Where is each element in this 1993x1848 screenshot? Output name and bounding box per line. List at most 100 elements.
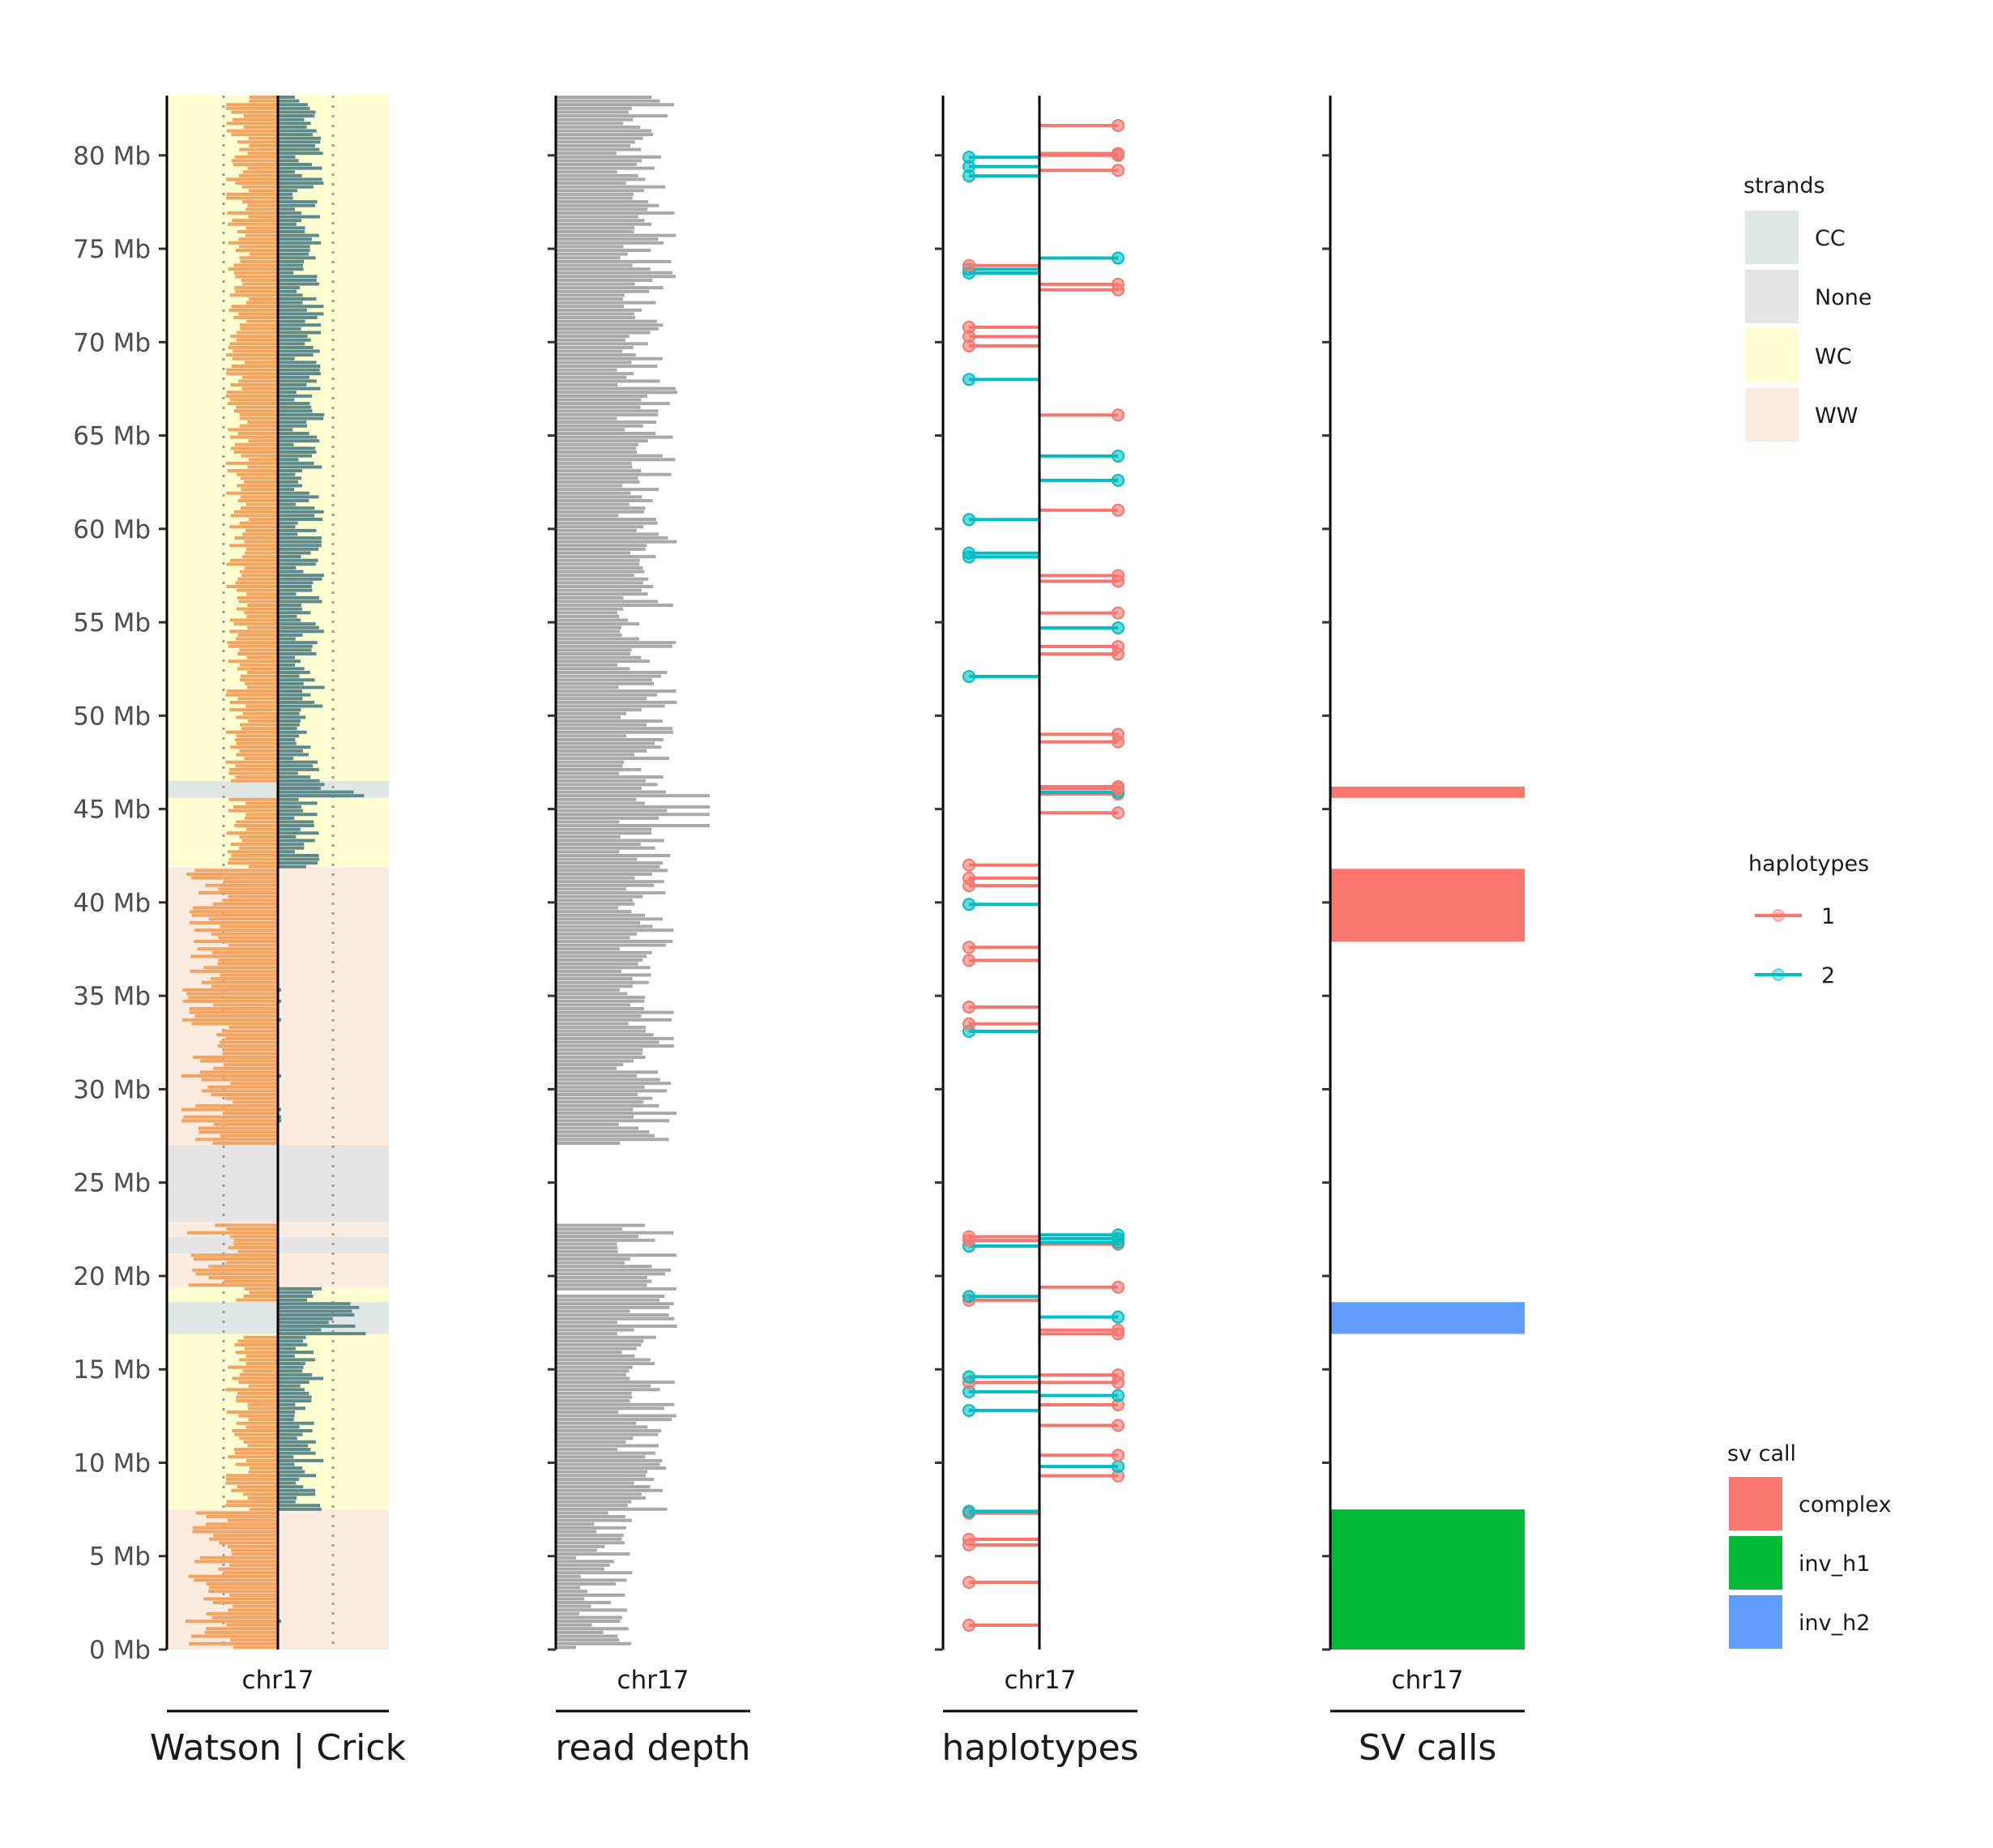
crick-bar — [278, 711, 300, 715]
watson-bar — [237, 431, 278, 435]
depth-bar — [556, 633, 622, 637]
watson-bar — [192, 906, 278, 910]
watson-bar — [208, 1265, 278, 1269]
watson-bar — [237, 1391, 278, 1395]
depth-bar — [556, 1313, 669, 1317]
crick-bar — [278, 1466, 303, 1470]
depth-bar — [556, 1541, 625, 1545]
watson-bar — [227, 641, 278, 645]
watson-bar — [239, 424, 278, 428]
watson-bar — [232, 1428, 278, 1432]
haplotype-point — [962, 1619, 975, 1632]
watson-bar — [189, 910, 278, 914]
crick-bar — [278, 335, 308, 339]
watson-bar — [228, 267, 278, 271]
watson-bar — [237, 667, 278, 671]
watson-bar — [230, 745, 278, 749]
watson-bar — [182, 999, 278, 1003]
haplotype-point — [962, 513, 975, 527]
watson-bar — [223, 880, 278, 884]
watson-bar — [243, 125, 278, 129]
depth-bar — [556, 375, 627, 379]
crick-bar — [278, 651, 317, 655]
watson-bar — [245, 801, 278, 805]
watson-bar — [225, 730, 278, 734]
watson-bar — [226, 584, 278, 588]
watson-bar — [247, 1496, 278, 1500]
depth-bar — [556, 1305, 670, 1309]
depth-bar — [556, 1560, 614, 1564]
haplotype-point — [962, 1230, 975, 1244]
watson-bar — [232, 1552, 278, 1556]
watson-bar — [249, 99, 278, 103]
depth-bar — [556, 1399, 630, 1403]
haplotype-point — [1112, 1389, 1125, 1402]
watson-bar — [233, 349, 278, 353]
depth-bar — [556, 843, 641, 847]
depth-bar — [556, 1006, 645, 1010]
crick-bar — [278, 323, 322, 327]
watson-bar — [229, 767, 278, 771]
watson-bar — [229, 1235, 278, 1239]
watson-bar — [228, 1455, 278, 1459]
crick-bar — [278, 1485, 304, 1489]
y-tick-label: 40 Mb — [73, 889, 151, 918]
crick-bar — [278, 106, 310, 110]
crick-bar — [278, 398, 295, 402]
watson-bar — [230, 383, 278, 387]
depth-bar — [556, 1395, 633, 1399]
depth-bar — [556, 173, 638, 177]
depth-bar — [556, 1593, 625, 1597]
watson-bar — [206, 1627, 278, 1631]
watson-bar — [181, 1073, 278, 1078]
crick-bar — [278, 764, 314, 768]
watson-bar — [245, 226, 278, 230]
depth-bar — [556, 439, 648, 443]
depth-bar — [556, 1410, 619, 1414]
crick-bar — [278, 256, 316, 260]
crick-bar — [278, 1298, 308, 1302]
watson-bar — [231, 110, 278, 114]
depth-bar — [556, 954, 647, 958]
watson-bar — [249, 189, 278, 193]
legend-label-strand: WC — [1815, 344, 1852, 369]
watson-bar — [198, 1130, 278, 1134]
crick-bar — [278, 1448, 311, 1452]
depth-bar — [556, 917, 664, 921]
depth-bar — [556, 1235, 639, 1239]
depth-bar — [556, 222, 652, 226]
crick-bar — [278, 581, 314, 585]
watson-bar — [236, 741, 278, 745]
watson-bar — [237, 498, 278, 502]
depth-bar — [556, 824, 710, 828]
depth-bar — [556, 495, 642, 499]
watson-bar — [220, 1133, 278, 1137]
watson-bar — [230, 1638, 278, 1642]
crick-bar — [278, 861, 318, 865]
y-tick-label: 30 Mb — [73, 1075, 151, 1104]
depth-bar — [556, 465, 633, 469]
watson-bar — [231, 853, 278, 857]
depth-bar — [556, 133, 654, 137]
legend-key-sv — [1729, 1477, 1782, 1530]
watson-bar — [189, 1010, 278, 1014]
depth-bar — [556, 1078, 660, 1082]
watson-bar — [230, 843, 278, 847]
watson-bar — [193, 1578, 278, 1582]
depth-bar — [556, 1425, 648, 1429]
watson-bar — [228, 428, 278, 432]
depth-bar — [556, 532, 659, 536]
crick-bar — [278, 133, 313, 137]
depth-bar — [556, 368, 617, 372]
watson-bar — [245, 704, 278, 708]
depth-bar — [556, 1462, 660, 1466]
watson-bar — [218, 936, 278, 940]
crick-bar — [278, 446, 316, 450]
crick-bar — [278, 805, 301, 809]
legend-key-strand — [1745, 329, 1799, 382]
depth-bar — [556, 1620, 621, 1624]
watson-bar — [239, 412, 278, 416]
watson-bar — [247, 1406, 278, 1411]
haplotype-point — [1112, 728, 1125, 741]
depth-bar — [556, 342, 648, 346]
